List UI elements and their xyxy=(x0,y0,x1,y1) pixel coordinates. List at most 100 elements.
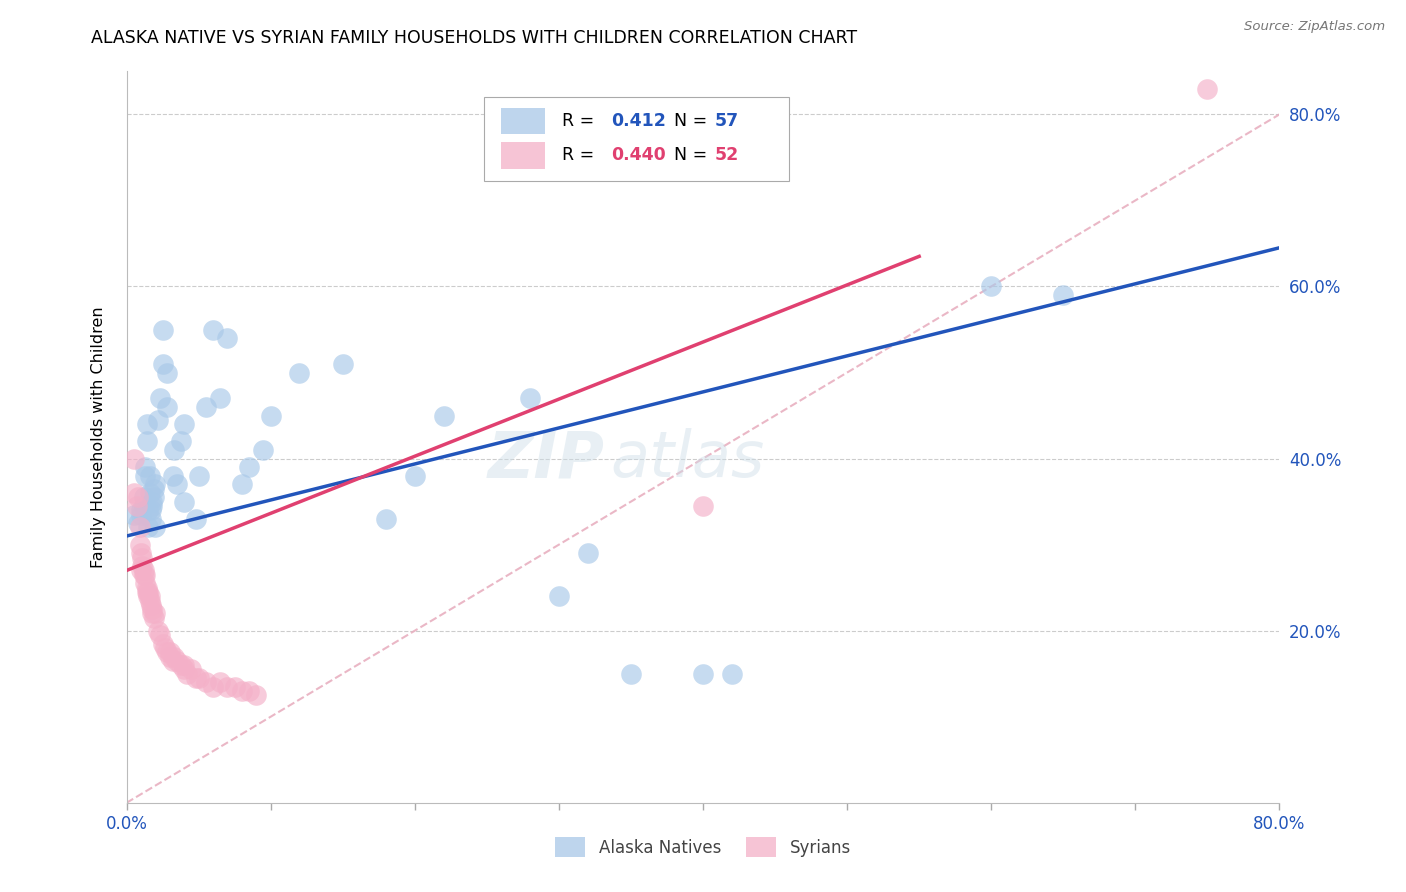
Point xyxy=(209,675,232,690)
Point xyxy=(259,409,281,423)
Text: ALASKA NATIVE VS SYRIAN FAMILY HOUSEHOLDS WITH CHILDREN CORRELATION CHART: ALASKA NATIVE VS SYRIAN FAMILY HOUSEHOLD… xyxy=(91,29,858,47)
Point xyxy=(142,611,165,625)
Point xyxy=(166,654,188,668)
Point xyxy=(170,658,193,673)
Point xyxy=(136,589,159,603)
Point xyxy=(135,585,157,599)
Point xyxy=(128,538,150,552)
Point xyxy=(548,589,571,603)
Point xyxy=(132,567,155,582)
Point xyxy=(238,460,260,475)
Point xyxy=(173,662,195,676)
Point xyxy=(131,550,153,565)
Text: R =: R = xyxy=(562,146,600,164)
Point xyxy=(141,494,163,508)
Point xyxy=(128,520,150,534)
Point xyxy=(141,607,163,621)
Point xyxy=(224,680,246,694)
Point xyxy=(136,585,159,599)
Point xyxy=(163,442,186,457)
Point xyxy=(202,680,225,694)
Point xyxy=(134,468,156,483)
Point xyxy=(231,477,253,491)
Point xyxy=(404,468,426,483)
FancyBboxPatch shape xyxy=(484,97,789,181)
Point xyxy=(149,392,172,406)
Point xyxy=(125,499,148,513)
FancyBboxPatch shape xyxy=(501,143,546,169)
Point xyxy=(159,649,181,664)
Point xyxy=(156,400,179,414)
Point xyxy=(138,593,160,607)
Point xyxy=(141,499,163,513)
Point xyxy=(138,589,160,603)
Point xyxy=(245,688,267,702)
Point xyxy=(152,357,174,371)
Point xyxy=(139,503,162,517)
Point xyxy=(620,666,643,681)
Point xyxy=(134,567,156,582)
Point xyxy=(184,512,207,526)
Point xyxy=(145,520,166,534)
Point xyxy=(166,477,188,491)
Point xyxy=(145,477,166,491)
Point xyxy=(122,451,145,466)
Point xyxy=(138,468,160,483)
Point xyxy=(162,654,184,668)
Point xyxy=(1197,81,1219,95)
Point xyxy=(135,417,157,432)
Point xyxy=(142,482,165,496)
Point xyxy=(187,671,209,685)
Point xyxy=(142,491,165,505)
Text: atlas: atlas xyxy=(610,428,765,490)
Point xyxy=(173,417,195,432)
Point xyxy=(129,508,152,522)
Point xyxy=(1052,288,1074,302)
Point xyxy=(170,434,193,449)
Point xyxy=(433,409,456,423)
Point xyxy=(132,499,155,513)
Point xyxy=(720,666,742,681)
Point xyxy=(217,331,239,345)
Point xyxy=(129,546,152,560)
Point xyxy=(576,546,599,560)
Text: N =: N = xyxy=(675,146,713,164)
Point xyxy=(156,366,179,380)
Text: Source: ZipAtlas.com: Source: ZipAtlas.com xyxy=(1244,20,1385,33)
Text: R =: R = xyxy=(562,112,600,130)
Text: 57: 57 xyxy=(714,112,738,130)
Point xyxy=(152,322,174,336)
Text: N =: N = xyxy=(675,112,713,130)
Point xyxy=(332,357,354,371)
Point xyxy=(231,684,253,698)
Point xyxy=(129,503,152,517)
Point xyxy=(156,645,179,659)
Point xyxy=(155,640,177,655)
Point xyxy=(692,666,714,681)
Point xyxy=(132,491,155,505)
Point xyxy=(238,684,260,698)
Point xyxy=(288,366,311,380)
Y-axis label: Family Households with Children: Family Households with Children xyxy=(91,306,105,568)
Point xyxy=(122,508,145,522)
FancyBboxPatch shape xyxy=(501,108,546,135)
Point xyxy=(163,649,186,664)
Point xyxy=(129,564,152,578)
Point xyxy=(141,602,163,616)
Point xyxy=(692,499,714,513)
Text: 0.412: 0.412 xyxy=(610,112,665,130)
Point xyxy=(134,460,156,475)
Point xyxy=(980,279,1002,293)
Point xyxy=(127,516,149,530)
Point xyxy=(176,666,198,681)
Point xyxy=(209,392,232,406)
Point xyxy=(132,564,155,578)
Point xyxy=(148,624,170,638)
Point xyxy=(122,486,145,500)
Point xyxy=(127,491,149,505)
Point xyxy=(173,658,195,673)
Point xyxy=(187,468,209,483)
Point xyxy=(519,392,541,406)
Point xyxy=(152,637,174,651)
Point xyxy=(134,576,156,591)
